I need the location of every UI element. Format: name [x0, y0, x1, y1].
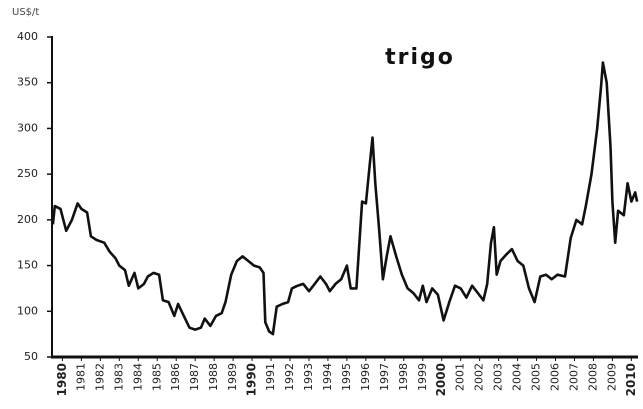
x-tick-label: 1987: [188, 363, 201, 391]
x-tick-label: 2002: [473, 363, 486, 391]
x-tick-label: 1984: [131, 363, 144, 391]
x-tick-label: 1988: [207, 363, 220, 391]
y-tick-label: 100: [17, 304, 38, 317]
x-tick-label: 1999: [416, 363, 429, 391]
x-tick-label: 1992: [283, 363, 296, 391]
x-tick-label: 2007: [567, 363, 580, 391]
x-tick-label: 1986: [169, 363, 182, 391]
chart-title: trigo: [385, 45, 455, 70]
x-tick-label: 1981: [74, 363, 87, 391]
y-tick-label: 200: [17, 213, 38, 226]
y-tick-label: 400: [17, 30, 38, 43]
x-tick-label: 1982: [93, 363, 106, 391]
x-tick-label: 1980: [55, 363, 69, 396]
x-tick-label: 2003: [492, 363, 505, 391]
x-tick-label: 2008: [586, 363, 599, 391]
x-tick-label: 2009: [605, 363, 618, 391]
y-tick-label: 250: [17, 167, 38, 180]
x-tick-label: 1990: [245, 363, 259, 396]
x-tick-label: 1997: [378, 363, 391, 391]
x-tick-label: 1993: [302, 363, 315, 391]
x-tick-label: 1983: [112, 363, 125, 391]
x-tick-label: 2004: [511, 363, 524, 391]
x-tick-label: 2010: [624, 363, 638, 396]
x-tick-label: 1994: [321, 363, 334, 391]
y-tick-label: 50: [24, 350, 38, 363]
x-tick-label: 1991: [264, 363, 277, 391]
x-tick-label: 1995: [340, 363, 353, 391]
x-tick-label: 2005: [530, 363, 543, 391]
x-tick-label: 2001: [454, 363, 467, 391]
y-axis-unit: US$/t: [12, 7, 39, 18]
x-tick-label: 2006: [549, 363, 562, 391]
y-tick-label: 300: [17, 121, 38, 134]
x-tick-label: 1996: [359, 363, 372, 391]
y-tick-label: 150: [17, 259, 38, 272]
price-line: [51, 61, 639, 336]
x-tick-label: 1985: [150, 363, 163, 391]
x-tick-label: 1998: [397, 363, 410, 391]
x-tick-label: 2000: [434, 363, 448, 396]
x-tick-label: 1989: [226, 363, 239, 391]
y-tick-label: 350: [17, 76, 38, 89]
